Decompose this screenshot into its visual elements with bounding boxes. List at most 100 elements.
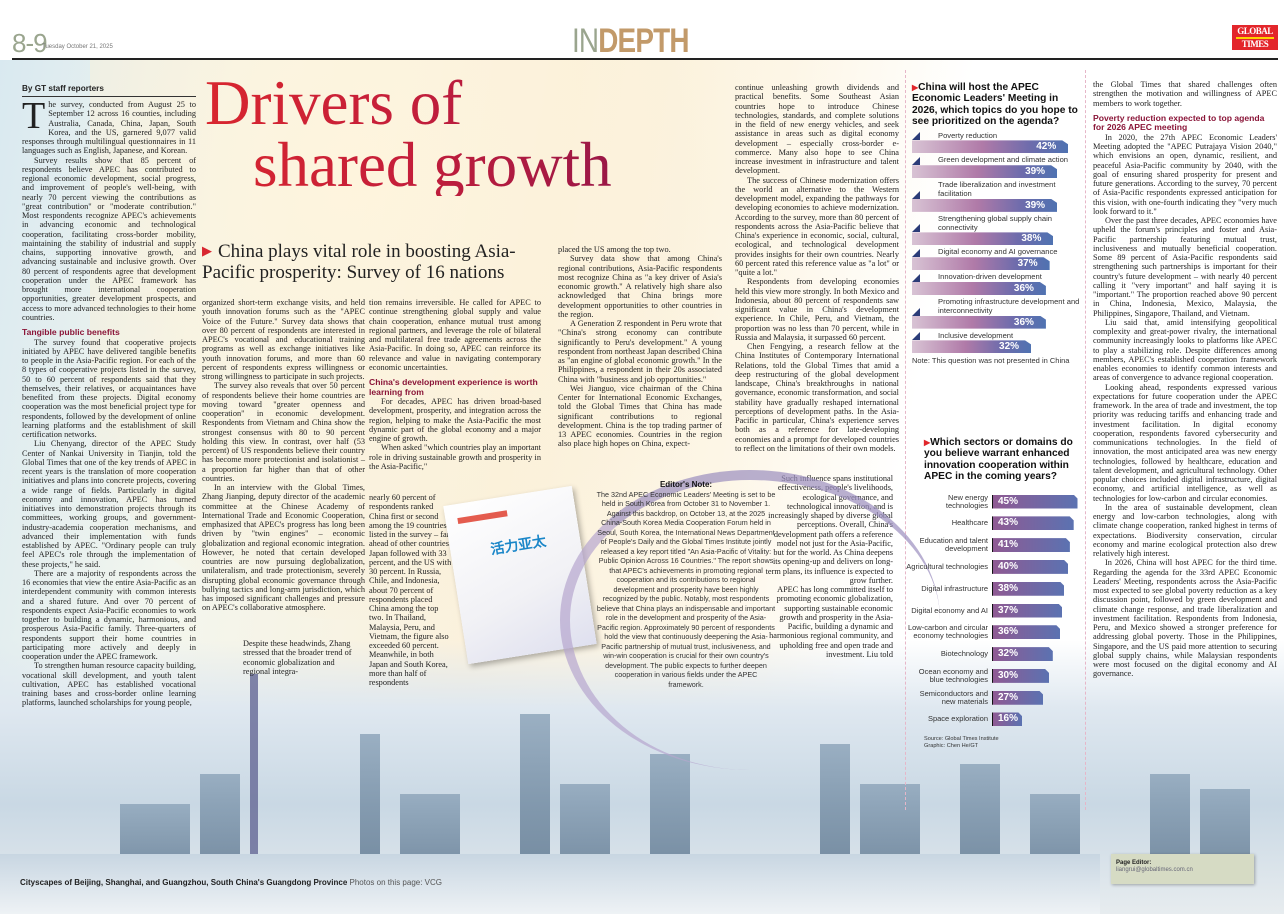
page-editor-box: Page Editor: liangrui@globaltimes.com.cn xyxy=(1111,854,1254,884)
bar: 41% xyxy=(992,538,1070,552)
chart-source: Source: Global Times Institute Graphic: C… xyxy=(924,736,999,750)
paragraph: There are a majority of respondents acro… xyxy=(22,568,196,662)
bar: 32% xyxy=(992,647,1053,661)
chart-bar-item: Biotechnology 32% xyxy=(906,643,1084,665)
bar-label: Promoting infrastructure development and… xyxy=(938,297,1080,315)
paragraph: To strengthen human resource capacity bu… xyxy=(22,661,196,708)
paragraph: Liu said that, amid intensifying geopoli… xyxy=(1093,317,1277,383)
paragraph: In the area of sustainable development, … xyxy=(1093,502,1277,559)
paragraph: Despite these headwinds, Zhang stressed … xyxy=(243,639,352,676)
bar-label: Inclusive development xyxy=(938,330,1014,340)
section-heading: Tangible public benefits xyxy=(22,327,120,337)
bar-label: Biotechnology xyxy=(940,649,988,659)
paragraph: The success of Chinese modernization off… xyxy=(735,175,899,278)
chart-title: ▶China will host the APEC Economic Leade… xyxy=(912,82,1078,128)
paragraph: When asked "which countries play an impo… xyxy=(369,443,541,471)
subheadline: ▶ China plays vital role in boosting Asia… xyxy=(202,240,552,283)
bar-value: 42% xyxy=(1036,141,1057,153)
bar: 36% xyxy=(912,316,1046,329)
global-times-logo: GLOBAL TIMES xyxy=(1232,25,1278,50)
chart-bar-item: Promoting infrastructure development and… xyxy=(912,297,1084,329)
headline-line2: shared growth xyxy=(253,130,612,200)
bar: 37% xyxy=(912,257,1050,270)
paragraph: Over the past three decades, APEC econom… xyxy=(1093,216,1277,318)
cityscape-photo xyxy=(0,640,1284,914)
chart-note: Note: This question was not presented in… xyxy=(912,356,1070,366)
bar: 40% xyxy=(992,560,1068,574)
bar-corner-mark xyxy=(912,274,920,282)
chart-bar-item: Trade liberalization and investment faci… xyxy=(912,180,1084,212)
headline-line1: Drivers of xyxy=(205,68,463,138)
bar-value: 39% xyxy=(1025,166,1046,178)
headline: Drivers of shared growth xyxy=(205,72,612,196)
bar-label: Healthcare xyxy=(951,518,988,528)
innovation-sectors-chart: ▶Which sectors or domains do you believe… xyxy=(906,437,1084,750)
editors-note-text: The 32nd APEC Economic Leaders' Meeting … xyxy=(596,489,776,689)
chart-bar-item: Digital economy and AI governance 37% xyxy=(912,248,1084,270)
bar-corner-mark xyxy=(912,132,920,141)
bar-label: Trade liberalization and investment faci… xyxy=(938,180,1056,199)
column-4: placed the US among the top two. Survey d… xyxy=(558,245,722,449)
chart-bar-item: Inclusive development 32% xyxy=(912,330,1084,354)
chart-bar-item: Innovation-driven development 36% xyxy=(912,272,1084,295)
bar-corner-mark xyxy=(912,190,920,199)
bar-corner-mark xyxy=(912,307,920,316)
column-5: continue unleashing growth dividends and… xyxy=(735,83,899,453)
page-number: 8-9 xyxy=(12,28,48,58)
paragraph: Respondents from developing economies he… xyxy=(735,277,899,342)
section-heading: China's development experience is worth … xyxy=(369,377,538,397)
paragraph: tion remains irreversible. He called for… xyxy=(369,298,541,372)
flag-icon: ▶ xyxy=(924,438,931,447)
bar-value: 32% xyxy=(999,341,1020,353)
column-divider xyxy=(1085,70,1086,810)
section-in: IN xyxy=(572,22,599,60)
section-depth: DEPTH xyxy=(598,22,689,60)
bar-label: Digital infrastructure xyxy=(921,583,988,593)
chart-bar-item: New energy technologies 45% xyxy=(906,491,1084,513)
chart-bar-item: Healthcare 43% xyxy=(906,512,1084,534)
bar: 45% xyxy=(992,495,1078,509)
tv-tower xyxy=(250,674,258,884)
paragraph: organized short-term exchange visits, an… xyxy=(202,298,365,381)
paragraph: placed the US among the top two. xyxy=(558,245,671,254)
bar-label: Innovation-driven development xyxy=(938,272,1042,282)
bar-label: Space exploration xyxy=(927,714,988,724)
paragraph: For decades, APEC has driven broad-based… xyxy=(369,397,541,444)
chart-bar-item: Space exploration 16% xyxy=(906,709,1084,731)
paragraph: The survey also reveals that over 50 per… xyxy=(202,381,365,483)
paragraph: A Generation Z respondent in Peru wrote … xyxy=(558,319,722,384)
column-2: organized short-term exchange visits, an… xyxy=(202,298,365,613)
editors-note: Editor's Note: The 32nd APEC Economic Lea… xyxy=(596,480,776,710)
paragraph: Survey data show that among China's regi… xyxy=(558,254,722,319)
paragraph: In 2020, the 27th APEC Economic Leaders'… xyxy=(1093,132,1277,216)
column-3: tion remains irreversible. He called for… xyxy=(369,298,541,471)
drop-cap: T xyxy=(22,95,46,137)
paragraph: In an interview with the Global Times, Z… xyxy=(202,483,365,613)
issue-date: Tuesday October 21, 2025 xyxy=(42,44,113,50)
column-2-continued: Despite these headwinds, Zhang stressed … xyxy=(243,639,361,676)
paragraph: Survey results show that 85 percent of r… xyxy=(22,155,196,322)
chart-bar-item: Green development and climate action 39% xyxy=(912,156,1084,178)
bar-label: Strengthening global supply chain connec… xyxy=(938,213,1052,232)
bar-corner-mark xyxy=(912,249,920,258)
section-title: INDEPTH xyxy=(572,22,689,61)
bar: 16% xyxy=(992,712,1022,726)
chart-bar-item: Strengthening global supply chain connec… xyxy=(912,213,1084,246)
report-cover-title: 活力亚太 xyxy=(489,532,548,558)
river xyxy=(0,854,1100,914)
triangle-icon: ▶ xyxy=(202,243,212,258)
bar-corner-mark xyxy=(912,157,920,166)
chart-bar-item: Agricultural technologies 40% xyxy=(906,556,1084,578)
paragraph: Chen Fengying, a research fellow at the … xyxy=(735,342,899,453)
flag-icon: ▶ xyxy=(912,83,919,92)
bar: 30% xyxy=(992,669,1049,683)
bar: 43% xyxy=(992,516,1074,530)
editor-email: liangrui@globaltimes.com.cn xyxy=(1116,867,1193,873)
paragraph: Liu Chenyang, director of the APEC Study… xyxy=(22,439,196,569)
bar: 38% xyxy=(992,582,1064,596)
paragraph: In 2026, China will host APEC for the th… xyxy=(1093,558,1277,679)
bar-label: Green development and climate action xyxy=(938,155,1069,165)
paragraph: Looking ahead, respondents expressed var… xyxy=(1093,382,1277,503)
bar-value: 36% xyxy=(1013,283,1034,294)
